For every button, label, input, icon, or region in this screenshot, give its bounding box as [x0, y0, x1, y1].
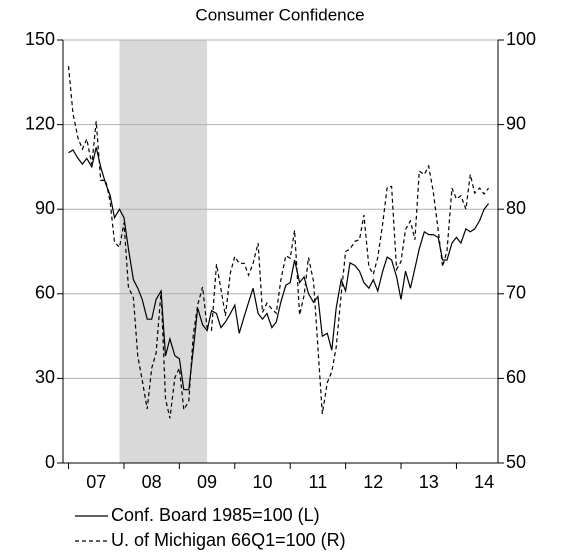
x-tick-label: 08 [142, 472, 162, 492]
y-tick-label: 30 [35, 367, 55, 387]
y2-tick-label: 70 [506, 283, 526, 303]
legend-label: Conf. Board 1985=100 (L) [111, 505, 320, 525]
y-tick-label: 90 [35, 198, 55, 218]
x-tick-label: 14 [474, 472, 494, 492]
y-tick-label: 150 [25, 29, 55, 49]
x-tick-label: 09 [197, 472, 217, 492]
y2-tick-label: 80 [506, 198, 526, 218]
y-tick-label: 60 [35, 283, 55, 303]
x-tick-label: 07 [86, 472, 106, 492]
series-line [67, 66, 490, 419]
y-tick-label: 0 [45, 452, 55, 472]
y2-tick-label: 50 [506, 452, 526, 472]
x-tick-label: 11 [309, 472, 328, 492]
x-tick-label: 12 [363, 472, 383, 492]
y2-tick-label: 90 [506, 113, 526, 133]
recession-shade [119, 40, 208, 463]
legend-label: U. of Michigan 66Q1=100 (R) [111, 530, 346, 550]
y2-tick-label: 60 [506, 367, 526, 387]
x-tick-label: 10 [252, 472, 272, 492]
y-tick-label: 120 [25, 113, 55, 133]
chart-title: Consumer Confidence [195, 5, 364, 24]
y2-tick-label: 100 [506, 29, 536, 49]
x-tick-label: 13 [419, 472, 439, 492]
series-line [68, 147, 490, 391]
